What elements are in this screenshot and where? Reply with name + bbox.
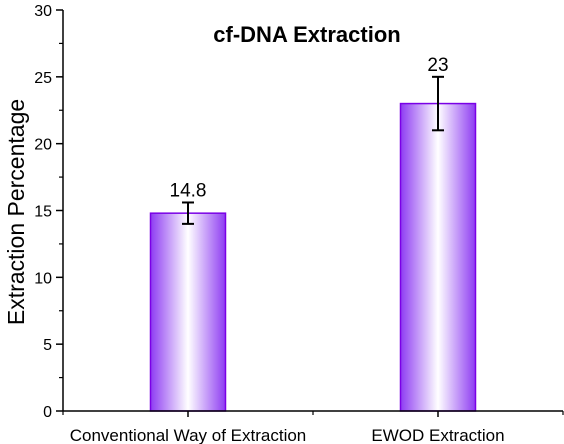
error-bar-1 <box>182 201 194 225</box>
data-label-2: 23 <box>427 55 448 76</box>
y-tick-label: 0 <box>43 404 52 421</box>
category-label-1: Conventional Way of Extraction <box>70 426 307 444</box>
y-tick-label: 10 <box>34 270 52 287</box>
y-tick-label: 25 <box>34 70 52 87</box>
bar-1 <box>149 212 227 412</box>
y-tick-label: 5 <box>43 337 52 354</box>
bar-2 <box>399 102 477 412</box>
error-bar-2 <box>432 75 444 132</box>
y-tick-label: 15 <box>34 204 52 221</box>
chart-title: cf-DNA Extraction <box>213 22 400 47</box>
y-tick-label: 20 <box>34 137 52 154</box>
y-tick-label: 30 <box>34 3 52 20</box>
y-axis-title: Extraction Percentage <box>3 99 29 325</box>
category-label-2: EWOD Extraction <box>371 426 504 444</box>
data-label-1: 14.8 <box>170 180 207 201</box>
